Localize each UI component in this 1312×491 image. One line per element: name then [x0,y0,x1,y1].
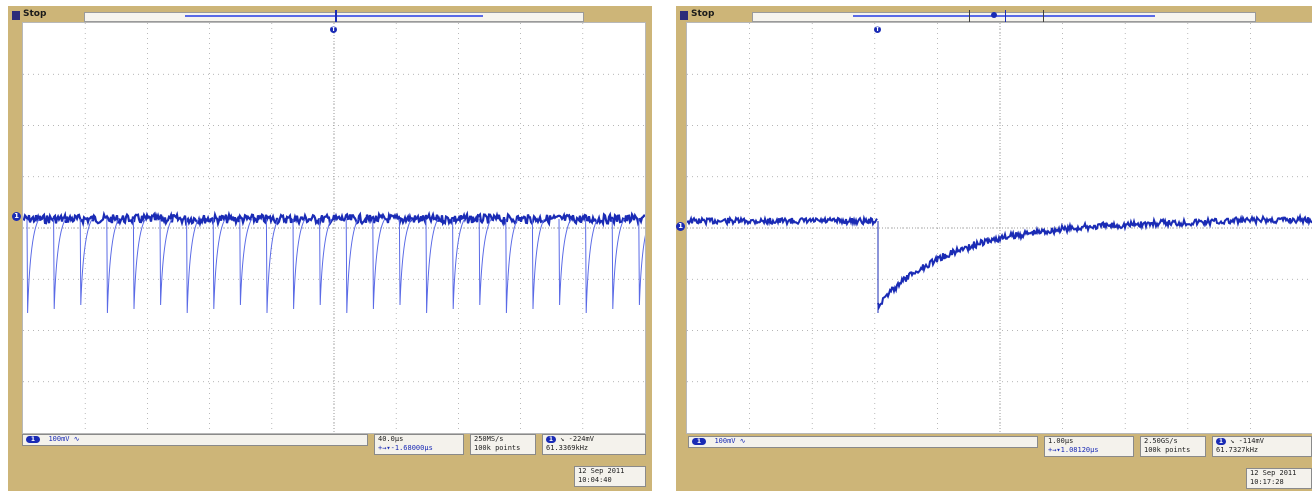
ch1-trace-pulse [265,218,279,314]
ch1-trace-baseline [23,210,645,228]
timebase-readout[interactable]: 1.00μs +→▾1.08120μs [1044,436,1134,457]
timebase-value: 1.00μs [1048,437,1074,445]
ch1-trace-pulse [132,218,146,310]
sample-rate: 250MS/s [474,435,504,443]
ch1-trace-pulse [239,218,253,306]
ch1-trace-pulse [26,218,40,314]
tek-logo-icon [680,11,688,20]
graticule [687,23,1312,433]
date-time-readout: 12 Sep 2011 10:04:40 [574,466,646,487]
record-view-window[interactable] [853,15,1155,17]
ch1-trace-pulse [585,218,599,314]
zoom-right-edge[interactable] [1043,10,1044,22]
timebase-readout[interactable]: 40.0μs +→▾-1.68000μs [374,434,464,455]
waveform-display[interactable] [22,22,646,434]
trigger-position-marker[interactable]: T [330,26,337,33]
acquisition-status: Stop [23,9,47,19]
trigger-frequency: 61.3369kHz [546,444,589,452]
ch1-trace-pulse [345,218,359,314]
trigger-readout[interactable]: 1 ↘ -114mV 61.7327kHz [1212,436,1312,457]
graticule [23,23,645,433]
ch1-scale: 100mV [48,435,70,443]
oscilloscope-right: Stop T 1 1 100mV ∿ 1.00μs +→▾1.08120μs 2… [676,6,1312,491]
trigger-readout[interactable]: 1 ↘ -224mV 61.3369kHz [542,434,646,455]
trigger-delay: +→▾1.08120μs [1048,446,1099,454]
trigger-channel-icon: 1 [1216,437,1226,445]
ch1-trace-pre-trigger [687,214,878,228]
sample-rate: 2.50GS/s [1144,437,1178,445]
zoom-left-edge[interactable] [969,10,970,22]
record-length: 100k points [474,444,521,452]
record-length: 100k points [1144,446,1191,454]
ch1-readout[interactable]: 1 100mV ∿ [688,436,1038,448]
date: 12 Sep 2011 [1250,469,1297,477]
ch1-trace-pulse [319,218,333,306]
tek-logo-icon [12,11,20,20]
record-view-bar[interactable] [84,10,584,22]
bandwidth-icon: ∿ [73,435,80,443]
trigger-level: -224mV [568,435,594,443]
trigger-slope-icon: ↘ [1230,437,1235,445]
channel-1-ground-marker[interactable]: 1 [676,222,685,231]
trigger-position-icon[interactable] [335,10,337,22]
ch1-trace-pulse [505,218,519,314]
status-bar: Stop [676,9,1312,22]
date: 12 Sep 2011 [578,467,625,475]
waveform-plot [687,23,1312,433]
bandwidth-icon: ∿ [739,437,746,445]
ch1-trace-recovery [877,212,1312,310]
time: 10:04:40 [578,476,612,484]
ch1-trace-pulse [478,218,492,306]
status-bar: Stop [8,9,652,22]
ch1-readout[interactable]: 1 100mV ∿ [22,434,368,446]
ch1-trace-pulse [53,218,67,310]
ch1-trace-pulse [425,218,439,314]
ch1-scale: 100mV [714,437,736,445]
ch1-trace-pulse [531,218,545,310]
timebase-value: 40.0μs [378,435,404,443]
ch1-trace-pulse [372,218,386,310]
trigger-channel-icon: 1 [546,435,556,443]
ch1-trace-pulse [106,218,120,314]
ch1-trace-pulse [398,218,412,306]
date-time-readout: 12 Sep 2011 10:17:28 [1246,468,1312,489]
acquisition-readout[interactable]: 250MS/s 100k points [470,434,536,455]
channel-1-ground-marker[interactable]: 1 [12,212,21,221]
channel-1-icon: 1 [692,437,706,445]
trigger-position-marker[interactable]: T [874,26,881,33]
waveform-plot [23,23,645,433]
ch1-trace-pulse [558,218,572,306]
ch1-trace-pulse [452,218,466,310]
channel-1-icon: 1 [26,435,40,443]
ch1-trace-pulse [79,218,93,306]
acquisition-status: Stop [691,9,715,19]
ch1-trace-pulse [159,218,173,306]
oscilloscope-left: Stop T 1 1 100mV ∿ 40.0μs +→▾-1.68000μs … [8,6,652,491]
acquisition-readout[interactable]: 2.50GS/s 100k points [1140,436,1206,457]
ch1-trace-pulse [212,218,226,310]
record-view-window[interactable] [185,15,483,17]
center-marker-icon[interactable] [1005,10,1006,22]
trigger-position-icon[interactable] [991,12,997,18]
ch1-trace-pulse [611,218,625,310]
ch1-trace-pulse [638,218,645,306]
time: 10:17:28 [1250,478,1284,486]
waveform-display[interactable] [686,22,1312,434]
trigger-delay: +→▾-1.68000μs [378,444,433,452]
trigger-level: -114mV [1238,437,1264,445]
ch1-trace-pulse [292,218,306,310]
trigger-slope-icon: ↘ [560,435,565,443]
record-view-bar[interactable] [752,10,1256,22]
ch1-trace-pulse [186,218,200,314]
trigger-frequency: 61.7327kHz [1216,446,1259,454]
